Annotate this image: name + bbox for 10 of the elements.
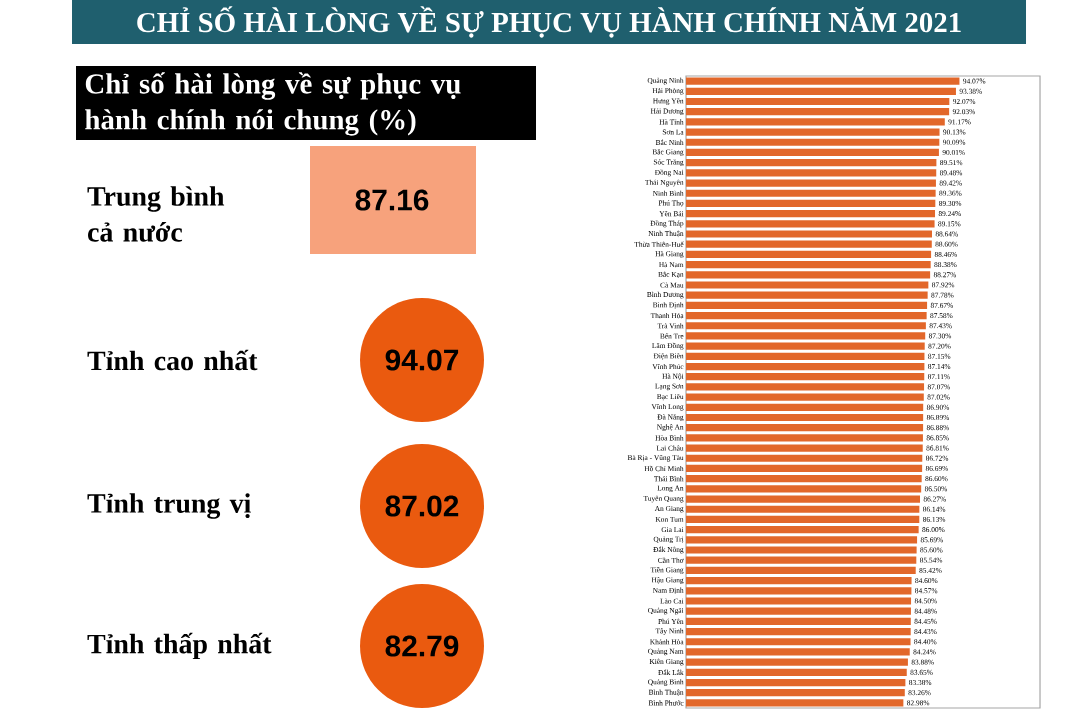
category-label: Tỉnh thấp nhất <box>87 632 272 660</box>
text: 82.79 <box>385 635 459 657</box>
category-label: Tỉnh cao nhất <box>87 349 258 371</box>
category-label: Trung bình cả nước <box>87 186 225 242</box>
text: CHỈ SỐ HÀI LÒNG VỀ SỰ PHỤC VỤ HÀNH CHÍNH NĂM 2021 <box>137 6 961 38</box>
text: 87.16 <box>355 189 429 211</box>
text: 94.07 <box>385 349 459 371</box>
category-label: Tỉnh trung vị <box>87 493 251 519</box>
text: 87.02 <box>385 495 459 517</box>
text: Chỉ số hài lòng về sự phục vụ hành chính nói chung (%) <box>85 72 461 136</box>
